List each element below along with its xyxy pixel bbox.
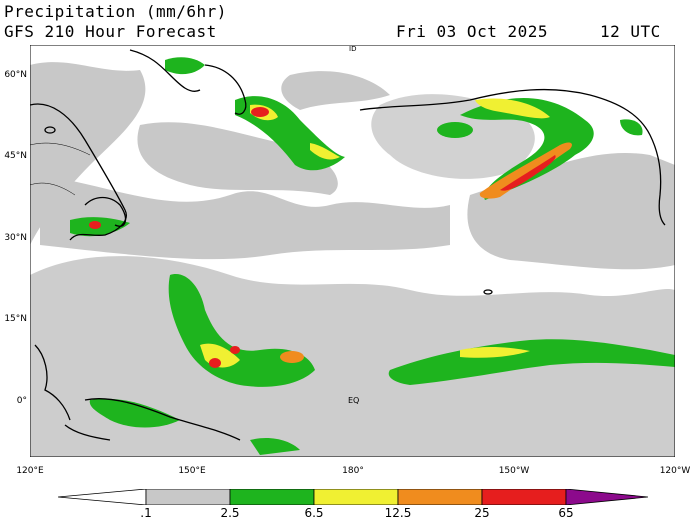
lat-label-45n: 45°N — [4, 151, 27, 161]
colorbar-label-1: 2.5 — [220, 506, 240, 520]
lon-label-150w: 150°W — [498, 466, 530, 476]
colorbar-segment-yellow — [313, 489, 399, 505]
lat-label-15n: 15°N — [4, 314, 27, 324]
colorbar-segment-purple — [565, 489, 648, 505]
colorbar-segment-green — [229, 489, 315, 505]
equator-label: EQ — [348, 396, 359, 405]
map-title: Precipitation (mm/6hr) — [4, 2, 227, 21]
lon-label-120w: 120°W — [659, 466, 691, 476]
lon-label-180: 180° — [342, 466, 364, 476]
precipitation-map: EQ ID — [29, 44, 676, 458]
coastlines — [29, 49, 666, 441]
map-canvas: EQ ID — [29, 44, 676, 458]
colorbar-segment-none — [58, 489, 147, 505]
colorbar-label-0: .1 — [140, 506, 152, 520]
colorbar-label-4: 25 — [474, 506, 490, 520]
colorbar-segment-red — [481, 489, 567, 505]
forecast-date: Fri 03 Oct 2025 — [396, 22, 548, 41]
forecast-time: 12 UTC — [600, 22, 661, 41]
lon-label-120e: 120°E — [16, 466, 44, 476]
country-borders — [29, 142, 91, 196]
colorbar-segment-orange — [397, 489, 483, 505]
forecast-subtitle: GFS 210 Hour Forecast — [4, 22, 217, 41]
colorbar-label-5: 65 — [558, 506, 574, 520]
colorbar-label-3: 12.5 — [384, 506, 412, 520]
dateline-label: ID — [349, 45, 356, 53]
very-heavy-precip-layer — [89, 107, 556, 368]
precip-colorbar — [58, 489, 648, 505]
lon-label-150e: 150°E — [178, 466, 206, 476]
colorbar-segment-light — [145, 489, 231, 505]
lat-label-60n: 60°N — [4, 70, 27, 80]
lat-label-30n: 30°N — [4, 233, 27, 243]
light-precip-layer — [30, 62, 675, 457]
lat-label-eq: 0° — [16, 396, 27, 406]
colorbar-label-2: 6.5 — [304, 506, 324, 520]
